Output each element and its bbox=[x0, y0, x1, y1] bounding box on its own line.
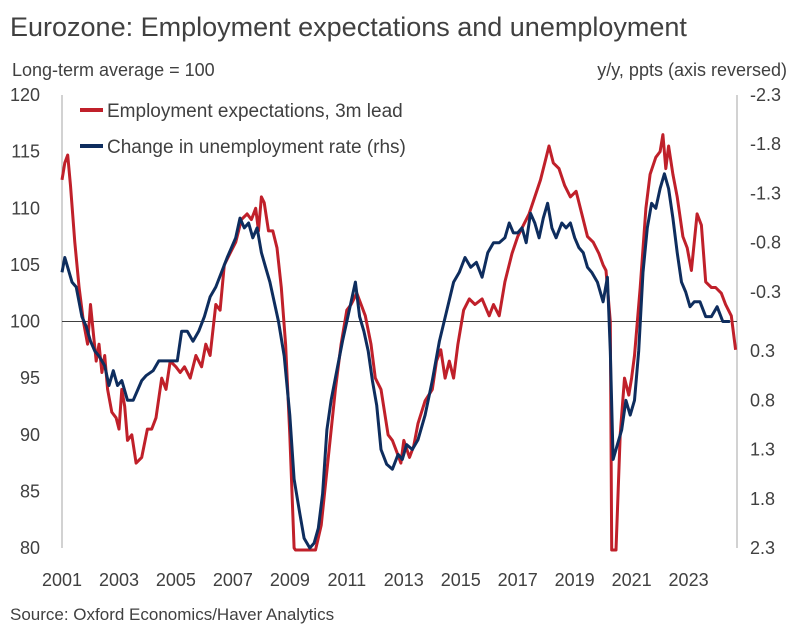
x-axis-ticks: 2001 2003 2005 2007 2009 2011 2013 2015 2017 2019… bbox=[42, 570, 709, 590]
right-axis-tick-label: 0.8 bbox=[750, 390, 775, 410]
line-chart: 120 115 110 105 100 95 90 85 80 -2.3 -1.8 -1.3 -0.8… bbox=[10, 85, 781, 590]
x-axis-tick-label: 2005 bbox=[156, 570, 196, 590]
x-axis-tick-label: 2015 bbox=[441, 570, 481, 590]
legend-label-employment-expectations: Employment expectations, 3m lead bbox=[107, 101, 403, 122]
right-axis-tick-label: -1.3 bbox=[750, 183, 781, 203]
left-axis-tick-label: 110 bbox=[11, 198, 40, 218]
chart-title: Eurozone: Employment expectations and un… bbox=[10, 12, 687, 42]
left-axis-tick-label: 115 bbox=[11, 142, 40, 162]
right-axis-tick-label: -0.8 bbox=[750, 233, 781, 253]
right-axis-tick-label: 1.3 bbox=[750, 440, 775, 460]
x-axis-tick-label: 2009 bbox=[270, 570, 310, 590]
right-axis-ticks: -2.3 -1.8 -1.3 -0.8 -0.3 0.3 0.8 1.3 1.8 2.3 bbox=[750, 85, 781, 558]
legend: Employment expectations, 3m lead Change … bbox=[80, 101, 406, 158]
left-axis-tick-label: 120 bbox=[10, 85, 40, 105]
right-axis-tick-label: -0.3 bbox=[750, 282, 781, 302]
left-axis-ticks: 120 115 110 105 100 95 90 85 80 bbox=[10, 85, 40, 558]
right-axis-tick-label: 0.3 bbox=[750, 341, 775, 361]
legend-label-unemployment-change: Change in unemployment rate (rhs) bbox=[107, 137, 406, 158]
left-axis-tick-label: 80 bbox=[20, 538, 40, 558]
series-line-employment-expectations bbox=[60, 133, 738, 552]
left-axis-tick-label: 90 bbox=[20, 425, 40, 445]
x-axis-tick-label: 2021 bbox=[612, 570, 652, 590]
x-axis-tick-label: 2013 bbox=[384, 570, 424, 590]
right-axis-tick-label: -1.8 bbox=[750, 134, 781, 154]
left-axis-note: Long-term average = 100 bbox=[12, 60, 215, 80]
left-axis-tick-label: 100 bbox=[10, 312, 40, 332]
x-axis-tick-label: 2003 bbox=[99, 570, 139, 590]
x-axis-tick-label: 2023 bbox=[669, 570, 709, 590]
left-axis-tick-label: 85 bbox=[20, 481, 40, 501]
x-axis-tick-label: 2017 bbox=[498, 570, 538, 590]
x-axis-tick-label: 2019 bbox=[555, 570, 595, 590]
source-note: Source: Oxford Economics/Haver Analytics bbox=[10, 605, 335, 624]
right-axis-tick-label: 1.8 bbox=[750, 489, 775, 509]
right-axis-tick-label: 2.3 bbox=[750, 538, 775, 558]
right-axis-note: y/y, ppts (axis reversed) bbox=[597, 60, 787, 80]
left-axis-tick-label: 95 bbox=[20, 368, 40, 388]
right-axis-tick-label: -2.3 bbox=[750, 85, 781, 105]
x-axis-tick-label: 2001 bbox=[42, 570, 82, 590]
series-line-unemployment-change bbox=[60, 172, 730, 550]
left-axis-tick-label: 105 bbox=[10, 255, 40, 275]
x-axis-tick-label: 2007 bbox=[213, 570, 253, 590]
x-axis-tick-label: 2011 bbox=[327, 570, 366, 590]
